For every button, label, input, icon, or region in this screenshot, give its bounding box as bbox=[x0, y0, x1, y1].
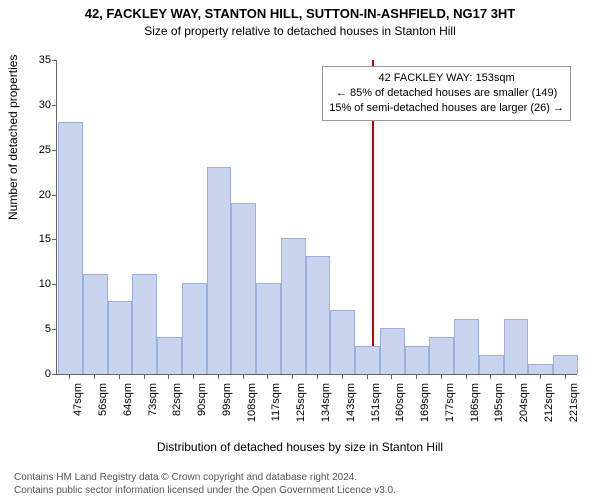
annotation-line-3: 15% of semi-detached houses are larger (… bbox=[329, 101, 564, 116]
bar bbox=[355, 346, 380, 374]
annotation-line-1: 42 FACKLEY WAY: 153sqm bbox=[329, 71, 564, 86]
x-tick-label: 151sqm bbox=[370, 380, 382, 433]
y-tick-label: 5 bbox=[27, 323, 51, 335]
bar bbox=[429, 337, 454, 374]
x-tick bbox=[540, 374, 541, 379]
bar bbox=[256, 283, 281, 374]
x-tick bbox=[69, 374, 70, 379]
x-tick-label: 47sqm bbox=[72, 380, 84, 433]
plot-area: 42 FACKLEY WAY: 153sqm ← 85% of detached… bbox=[56, 60, 577, 375]
bar bbox=[132, 274, 157, 374]
x-tick-label: 177sqm bbox=[444, 380, 456, 433]
y-tick-label: 30 bbox=[27, 99, 51, 111]
x-tick-label: 82sqm bbox=[171, 380, 183, 433]
y-tick bbox=[52, 105, 57, 106]
x-tick bbox=[342, 374, 343, 379]
y-tick bbox=[52, 374, 57, 375]
chart-subtitle: Size of property relative to detached ho… bbox=[0, 24, 600, 38]
y-tick bbox=[52, 150, 57, 151]
x-tick-label: 99sqm bbox=[221, 380, 233, 433]
bar bbox=[231, 203, 256, 374]
x-tick-label: 169sqm bbox=[419, 380, 431, 433]
x-tick bbox=[416, 374, 417, 379]
x-tick bbox=[292, 374, 293, 379]
bar bbox=[281, 238, 306, 374]
figure: 42, FACKLEY WAY, STANTON HILL, SUTTON-IN… bbox=[0, 0, 600, 500]
bar bbox=[58, 122, 83, 374]
bar bbox=[405, 346, 430, 374]
annotation-box: 42 FACKLEY WAY: 153sqm ← 85% of detached… bbox=[322, 66, 571, 121]
x-tick bbox=[317, 374, 318, 379]
x-tick bbox=[144, 374, 145, 379]
bar bbox=[83, 274, 108, 374]
bar bbox=[454, 319, 479, 374]
chart-title: 42, FACKLEY WAY, STANTON HILL, SUTTON-IN… bbox=[0, 6, 600, 21]
y-tick-label: 0 bbox=[27, 368, 51, 380]
bar bbox=[108, 301, 133, 374]
x-tick bbox=[267, 374, 268, 379]
bar bbox=[207, 167, 232, 374]
x-tick bbox=[515, 374, 516, 379]
x-tick-label: 204sqm bbox=[518, 380, 530, 433]
bar bbox=[479, 355, 504, 374]
x-tick bbox=[168, 374, 169, 379]
bar bbox=[504, 319, 529, 374]
y-tick-label: 35 bbox=[27, 54, 51, 66]
y-tick bbox=[52, 284, 57, 285]
y-tick-label: 15 bbox=[27, 233, 51, 245]
x-tick bbox=[466, 374, 467, 379]
x-tick bbox=[119, 374, 120, 379]
x-tick bbox=[367, 374, 368, 379]
bar bbox=[380, 328, 405, 374]
bar bbox=[553, 355, 578, 374]
annotation-line-2: ← 85% of detached houses are smaller (14… bbox=[329, 86, 564, 101]
footer-line-2: Contains public sector information licen… bbox=[14, 485, 396, 496]
x-tick bbox=[490, 374, 491, 379]
bar bbox=[330, 310, 355, 374]
y-tick-label: 10 bbox=[27, 278, 51, 290]
x-tick-label: 73sqm bbox=[147, 380, 159, 433]
x-axis-label: Distribution of detached houses by size … bbox=[0, 440, 600, 454]
x-tick-label: 64sqm bbox=[122, 380, 134, 433]
footer: Contains HM Land Registry data © Crown c… bbox=[14, 472, 586, 497]
y-axis-label: Number of detached properties bbox=[6, 55, 20, 220]
bar bbox=[182, 283, 207, 374]
x-tick bbox=[391, 374, 392, 379]
x-tick bbox=[94, 374, 95, 379]
x-tick bbox=[441, 374, 442, 379]
y-tick bbox=[52, 239, 57, 240]
y-tick bbox=[52, 60, 57, 61]
x-tick-label: 117sqm bbox=[270, 380, 282, 433]
x-tick-label: 125sqm bbox=[295, 380, 307, 433]
y-tick-label: 25 bbox=[27, 144, 51, 156]
x-tick-label: 221sqm bbox=[568, 380, 580, 433]
x-tick-label: 108sqm bbox=[246, 380, 258, 433]
x-tick-label: 90sqm bbox=[196, 380, 208, 433]
x-tick bbox=[565, 374, 566, 379]
y-tick bbox=[52, 329, 57, 330]
bar bbox=[528, 364, 553, 374]
x-tick-label: 134sqm bbox=[320, 380, 332, 433]
x-tick bbox=[218, 374, 219, 379]
x-tick-label: 212sqm bbox=[543, 380, 555, 433]
x-tick-label: 195sqm bbox=[493, 380, 505, 433]
bar bbox=[306, 256, 331, 374]
x-tick-label: 160sqm bbox=[394, 380, 406, 433]
y-tick bbox=[52, 195, 57, 196]
x-tick-label: 186sqm bbox=[469, 380, 481, 433]
y-tick-label: 20 bbox=[27, 189, 51, 201]
x-tick-label: 143sqm bbox=[345, 380, 357, 433]
bar bbox=[157, 337, 182, 374]
x-tick bbox=[243, 374, 244, 379]
footer-line-1: Contains HM Land Registry data © Crown c… bbox=[14, 472, 357, 483]
x-tick-label: 56sqm bbox=[97, 380, 109, 433]
x-tick bbox=[193, 374, 194, 379]
